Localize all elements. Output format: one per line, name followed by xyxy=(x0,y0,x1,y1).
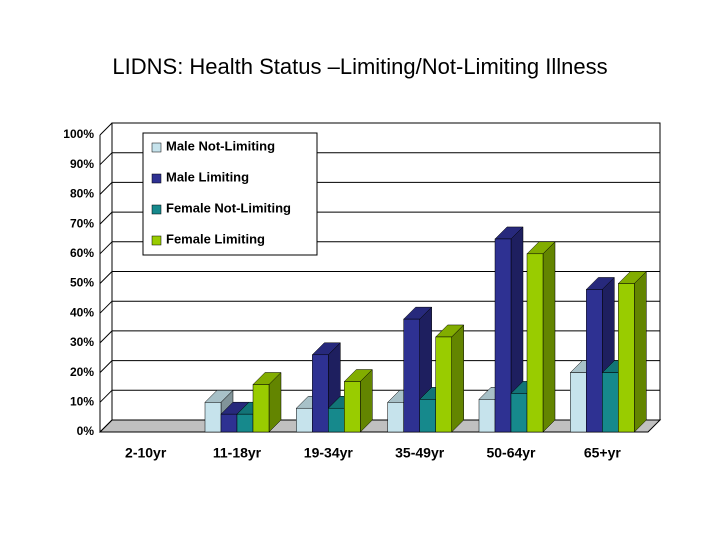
bar-top-shade xyxy=(586,277,615,290)
bar-side-shade xyxy=(360,369,373,432)
bar-side-shade xyxy=(511,226,523,432)
grid-line-side xyxy=(99,330,113,344)
bar-front xyxy=(236,413,254,433)
grid-line-side xyxy=(99,122,113,136)
y-tick-label: 50% xyxy=(70,276,94,290)
bar-side-shade xyxy=(269,372,281,432)
bar-front xyxy=(478,399,496,433)
grid-line-side xyxy=(99,152,113,166)
grid-line-side xyxy=(99,300,113,314)
bar-top-shade xyxy=(495,226,523,239)
legend-swatch xyxy=(151,173,162,184)
bar-front xyxy=(403,318,420,433)
bar-front xyxy=(419,399,436,433)
x-tick-label: 65+yr xyxy=(584,445,622,461)
bar-front xyxy=(328,407,345,433)
legend-swatch xyxy=(151,235,162,246)
bar-top-shade xyxy=(312,342,341,355)
legend-label: Male Limiting xyxy=(166,169,249,184)
x-tick-label: 35-49yr xyxy=(395,445,445,461)
bar-top-shade xyxy=(618,271,647,284)
bar-front xyxy=(252,384,270,433)
bar-top-shade xyxy=(221,402,249,415)
bar-front xyxy=(494,238,512,433)
bar-front xyxy=(220,413,238,433)
bar-top-shade xyxy=(205,390,233,403)
bar-side-shade xyxy=(451,324,464,432)
bar xyxy=(435,324,465,433)
grid-line-side xyxy=(99,241,113,255)
bar-side-shade xyxy=(543,241,555,432)
y-tick-label: 30% xyxy=(70,335,94,349)
y-tick-label: 20% xyxy=(70,365,94,379)
bar-front xyxy=(344,381,361,433)
grid-line-side xyxy=(99,182,113,195)
x-tick-label: 50-64yr xyxy=(486,445,536,461)
bar-top-shade xyxy=(253,372,281,385)
y-tick-label: 70% xyxy=(70,216,94,230)
bar-front xyxy=(435,336,452,433)
x-tick-label: 2-10yr xyxy=(125,445,167,461)
x-tick-label: 11-18yr xyxy=(213,445,262,461)
legend-swatch xyxy=(151,142,162,153)
y-tick-label: 10% xyxy=(70,394,94,408)
legend-label: Male Not-Limiting xyxy=(166,138,275,153)
bar-front xyxy=(387,402,404,433)
bar xyxy=(252,371,282,433)
bar-front xyxy=(602,372,619,433)
legend: Male Not-Limiting Male Limiting Female Not… xyxy=(142,132,318,256)
bar-front xyxy=(586,289,603,433)
legend-label: Female Not-Limiting xyxy=(166,200,291,215)
bar xyxy=(343,368,373,433)
grid-line-side xyxy=(99,211,113,225)
bar-top-shade xyxy=(435,324,464,337)
bar-front xyxy=(570,372,587,433)
bar xyxy=(494,226,524,433)
y-tick-label: 40% xyxy=(70,305,94,319)
bar-front xyxy=(526,253,544,433)
legend-box xyxy=(142,132,318,256)
bar-top-shade xyxy=(344,369,373,382)
y-tick-label: 90% xyxy=(70,157,94,171)
bar-front xyxy=(204,402,222,433)
bar-top-shade xyxy=(403,307,432,320)
bar-top-shade xyxy=(527,241,555,254)
bar-front xyxy=(312,354,329,433)
grid-line-side xyxy=(99,271,113,284)
x-tick-label: 19-34yr xyxy=(304,445,354,461)
y-tick-label: 0% xyxy=(77,424,95,438)
bar-front xyxy=(618,283,635,433)
bar-side-shade xyxy=(634,271,647,432)
bar-front xyxy=(296,407,313,433)
bar xyxy=(617,270,647,433)
grid-line-side xyxy=(99,360,113,373)
chart-title: LIDNS: Health Status –Limiting/Not-Limit… xyxy=(112,54,607,79)
bar xyxy=(526,241,556,433)
bar-front xyxy=(510,393,528,433)
y-tick-label: 80% xyxy=(70,187,94,201)
legend-swatch xyxy=(151,204,162,215)
legend-label: Female Limiting xyxy=(166,231,265,246)
grid-line-side xyxy=(99,419,113,433)
y-tick-label: 100% xyxy=(63,127,94,141)
y-tick-label: 60% xyxy=(70,246,94,260)
grid-line-side xyxy=(99,389,113,403)
